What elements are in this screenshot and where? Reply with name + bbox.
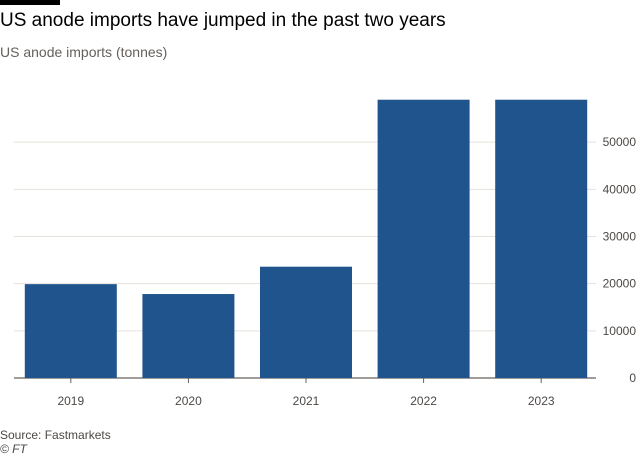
source-note: Source: Fastmarkets [0,428,111,442]
bars [24,99,588,378]
bar-2021 [260,266,352,378]
top-accent-bar [0,0,60,5]
x-tick-label: 2021 [293,394,320,408]
y-tick-label: 10000 [603,324,637,338]
x-tick-label: 2020 [175,394,202,408]
bar-2019 [24,284,117,378]
x-tick-label: 2023 [528,394,555,408]
bar-2022 [377,99,470,378]
y-tick-label: 30000 [603,230,637,244]
y-tick-label: 40000 [603,182,637,196]
x-tick-label: 2022 [410,394,437,408]
x-tick-label: 2019 [57,394,84,408]
y-tick-label: 20000 [603,277,637,291]
chart-subtitle: US anode imports (tonnes) [0,44,168,60]
copyright-note: © FT [0,442,27,456]
y-tick-label: 0 [629,371,636,385]
chart-title: US anode imports have jumped in the past… [0,10,446,31]
y-tick-label: 50000 [603,135,637,149]
y-axis-ticks: 0 10000 20000 30000 40000 50000 [603,135,637,385]
x-axis-ticks: 2019 2020 2021 2022 2023 [57,378,555,408]
bar-2020 [142,294,235,378]
bar-2023 [495,99,588,378]
